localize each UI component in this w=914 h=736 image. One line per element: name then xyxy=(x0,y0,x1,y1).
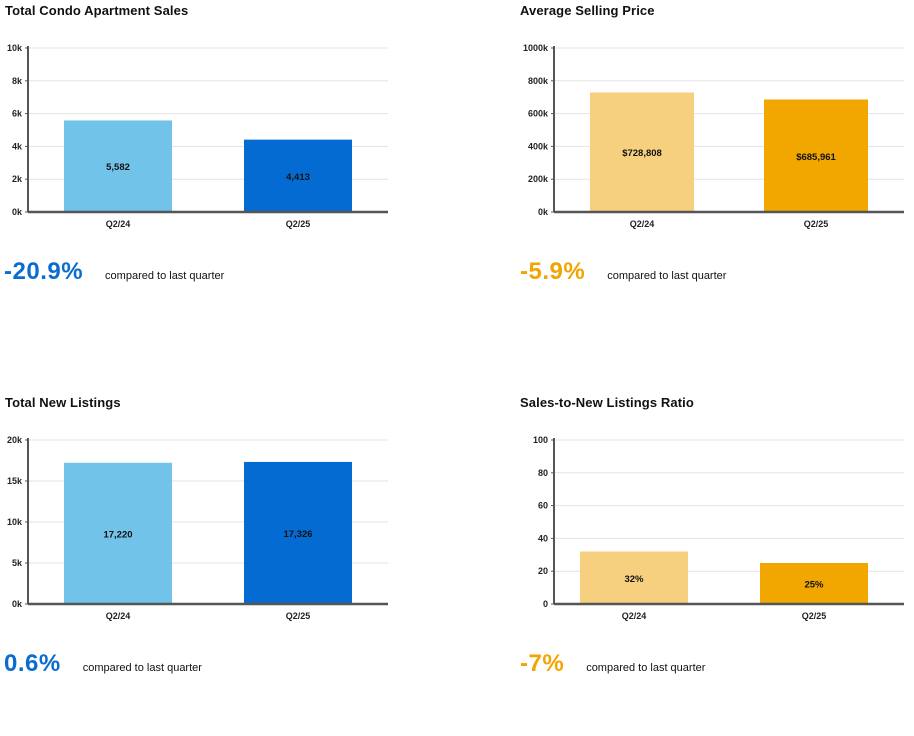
y-tick-label: 20k xyxy=(7,435,23,445)
bar-q2-24 xyxy=(590,92,694,212)
panel-average-selling-price: Average Selling Price 0k 200k 400k 600k 800k… xyxy=(514,0,914,330)
bar-chart-sales-to-new-listings-ratio: 0 20 40 60 80 100 32% Q2/24 25% Q2/25 xyxy=(533,435,904,621)
change-value: 0.6% xyxy=(4,650,61,677)
x-tick-label: Q2/25 xyxy=(804,219,829,229)
bar-q2-24 xyxy=(64,120,172,212)
y-tick-label: 8k xyxy=(12,76,23,86)
bar-q2-25 xyxy=(760,563,868,604)
y-tick-label: 2k xyxy=(12,174,23,184)
y-tick-label: 0k xyxy=(12,207,23,217)
panel-total-new-listings: Total New Listings 0k 5k 10k 15k 20k 17,220 Q2… xyxy=(0,392,400,722)
x-tick-label: Q2/25 xyxy=(802,611,827,621)
data-label: 17,220 xyxy=(103,529,132,540)
chart-title: Average Selling Price xyxy=(520,3,655,18)
y-tick-label: 600k xyxy=(528,109,549,119)
bar-chart-average-selling-price: 0k 200k 400k 600k 800k 1000k $728,808 Q2/24 $685… xyxy=(523,43,904,229)
x-tick-label: Q2/24 xyxy=(630,219,655,229)
x-tick-label: Q2/25 xyxy=(286,219,311,229)
y-tick-label: 6k xyxy=(12,109,23,119)
x-tick-label: Q2/24 xyxy=(622,611,647,621)
change-value: -7% xyxy=(520,650,565,677)
y-tick-label: 200k xyxy=(528,174,549,184)
data-label: $685,961 xyxy=(796,152,836,163)
change-caption: compared to last quarter xyxy=(105,270,225,282)
bar-q2-25 xyxy=(244,139,352,212)
chart-title: Sales-to-New Listings Ratio xyxy=(520,395,694,410)
y-tick-label: 5k xyxy=(12,558,23,568)
y-tick-label: 800k xyxy=(528,76,549,86)
y-tick-label: 80 xyxy=(538,468,548,478)
y-tick-label: 1000k xyxy=(523,43,549,53)
change-summary: -20.9% compared to last quarter xyxy=(4,258,224,286)
x-tick-label: Q2/25 xyxy=(286,611,311,621)
y-tick-label: 40 xyxy=(538,533,548,543)
change-summary: 0.6% compared to last quarter xyxy=(4,650,202,678)
chart-title: Total New Listings xyxy=(5,395,121,410)
data-label: 4,413 xyxy=(286,172,310,183)
panel-total-condo-sales: Total Condo Apartment Sales 0k 2k 4k 6k 8k 10… xyxy=(0,0,400,330)
change-value: -5.9% xyxy=(520,258,586,285)
y-tick-label: 100 xyxy=(533,435,548,445)
change-caption: compared to last quarter xyxy=(586,662,706,674)
change-caption: compared to last quarter xyxy=(82,662,202,674)
y-tick-label: 0k xyxy=(538,207,549,217)
change-caption: compared to last quarter xyxy=(607,270,727,282)
y-tick-label: 0k xyxy=(12,599,23,609)
y-tick-label: 400k xyxy=(528,141,549,151)
data-label: 32% xyxy=(624,574,644,585)
bar-q2-25 xyxy=(764,99,868,212)
y-tick-label: 0 xyxy=(543,599,548,609)
bar-q2-25 xyxy=(244,461,352,604)
change-summary: -7% compared to last quarter xyxy=(520,650,705,678)
y-tick-label: 10k xyxy=(7,517,23,527)
data-label: 5,582 xyxy=(106,162,130,173)
x-tick-label: Q2/24 xyxy=(106,611,131,621)
data-label: 17,326 xyxy=(283,529,312,540)
bar-q2-24 xyxy=(64,462,172,604)
bar-q2-24 xyxy=(580,551,688,604)
chart-title: Total Condo Apartment Sales xyxy=(5,3,189,18)
data-label: $728,808 xyxy=(622,148,662,159)
y-tick-label: 20 xyxy=(538,566,548,576)
panel-sales-to-new-listings-ratio: Sales-to-New Listings Ratio 0 20 40 60 80 100… xyxy=(514,392,914,722)
data-label: 25% xyxy=(804,580,824,591)
x-tick-label: Q2/24 xyxy=(106,219,131,229)
bar-chart-total-new-listings: 0k 5k 10k 15k 20k 17,220 Q2/24 17,326 Q2/25 xyxy=(7,435,388,621)
y-tick-label: 4k xyxy=(12,141,23,151)
change-summary: -5.9% compared to last quarter xyxy=(520,258,726,286)
y-tick-label: 15k xyxy=(7,476,23,486)
change-value: -20.9% xyxy=(4,258,84,285)
y-tick-label: 60 xyxy=(538,501,548,511)
bar-chart-total-condo-sales: 0k 2k 4k 6k 8k 10k 5,582 Q2/24 4,413 Q2/25 xyxy=(7,43,388,229)
y-tick-label: 10k xyxy=(7,43,23,53)
